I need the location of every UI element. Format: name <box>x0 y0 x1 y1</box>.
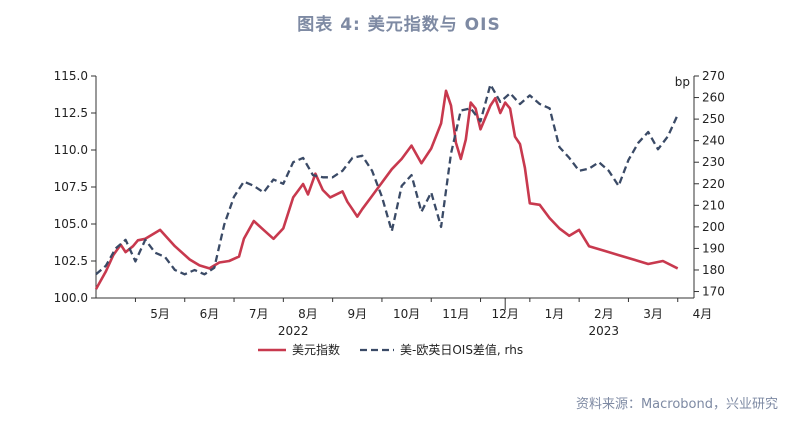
right-axis-unit: bp <box>675 75 690 89</box>
left-tick-label: 112.5 <box>54 106 88 120</box>
month-label: 3月 <box>643 307 663 321</box>
month-label: 12月 <box>492 307 519 321</box>
left-tick-label: 102.5 <box>54 254 88 268</box>
right-tick-label: 220 <box>702 177 725 191</box>
legend-label-dxy: 美元指数 <box>292 342 340 357</box>
right-tick-label: 230 <box>702 155 725 169</box>
month-label: 4月 <box>693 307 713 321</box>
left-tick-label: 115.0 <box>54 69 88 83</box>
series-line-ois-spread <box>95 83 679 276</box>
left-tick-label: 110.0 <box>54 143 88 157</box>
right-tick-label: 180 <box>702 263 725 277</box>
year-label: 2022 <box>278 324 309 338</box>
figure-title: 图表 4: 美元指数与 OIS <box>297 15 501 35</box>
plot-lines <box>94 83 679 290</box>
right-tick-label: 200 <box>702 220 725 234</box>
month-label: 6月 <box>200 307 220 321</box>
month-label: 1月 <box>545 307 565 321</box>
year-label: 2023 <box>589 324 620 338</box>
series-line-dxy <box>94 89 679 290</box>
month-label: 5月 <box>150 307 170 321</box>
legend-label-ois: 美-欧英日OIS差值, rhs <box>400 342 523 357</box>
source-note: 资料来源：Macrobond，兴业研究 <box>575 397 778 412</box>
right-tick-label: 190 <box>702 241 725 255</box>
right-tick-label: 250 <box>702 112 725 126</box>
month-label: 10月 <box>393 307 420 321</box>
left-axis-ticks: 100.0 102.5 105.0 107.5 110.0 112.5 115.0 <box>54 69 96 305</box>
right-tick-label: 210 <box>702 198 725 212</box>
left-tick-label: 107.5 <box>54 180 88 194</box>
month-label: 11月 <box>442 307 469 321</box>
month-label: 8月 <box>298 307 318 321</box>
chart-legend: 美元指数 美-欧英日OIS差值, rhs <box>258 342 523 357</box>
right-tick-label: 260 <box>702 91 725 105</box>
month-label: 2月 <box>594 307 614 321</box>
right-axis-ticks: 170 180 190 200 210 220 230 240 250 260 270 bp <box>675 69 725 299</box>
x-axis-ticks: 5月 6月 7月 8月 9月 10月 11月 12月 1月 2月 3月 4月 2022 2023 <box>134 298 713 338</box>
left-tick-label: 105.0 <box>54 217 88 231</box>
chart-axes <box>95 76 695 299</box>
right-tick-label: 170 <box>702 285 725 299</box>
right-tick-label: 270 <box>702 69 725 83</box>
month-label: 7月 <box>249 307 269 321</box>
right-tick-label: 240 <box>702 134 725 148</box>
month-label: 9月 <box>347 307 367 321</box>
left-tick-label: 100.0 <box>54 291 88 305</box>
